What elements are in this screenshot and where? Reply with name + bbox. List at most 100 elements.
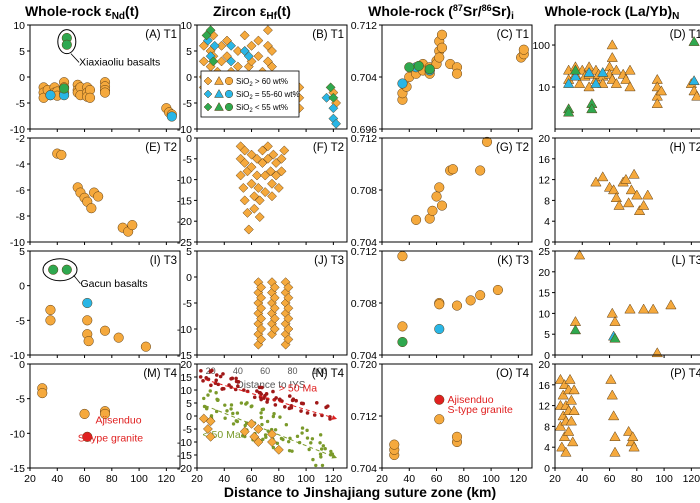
inset-dot-olive — [231, 422, 236, 426]
panel-label: (D) T1 — [670, 29, 700, 41]
y-tick-label: 12 — [538, 401, 550, 413]
inset-dot-olive — [321, 444, 326, 448]
data-point-orange — [276, 153, 287, 164]
data-point-orange — [397, 251, 408, 262]
inset-dot-red — [271, 389, 275, 394]
data-point-orange — [610, 192, 622, 202]
data-point-orange — [605, 373, 617, 384]
x-tick-label: 120 — [510, 473, 528, 485]
inset-dot-olive — [265, 419, 270, 424]
col-title-4: Whole-rock (La/Yb)N — [545, 3, 680, 22]
panel-label: (P) T4 — [670, 368, 700, 380]
y-tick-label: 0.708 — [351, 185, 377, 197]
x-tick-label: 20 — [191, 473, 203, 485]
data-point-orange — [451, 431, 463, 442]
y-tick-label: -4 — [16, 159, 25, 171]
panel-label: (O) T4 — [496, 368, 530, 380]
plot-frame — [196, 363, 348, 469]
y-tick-label: 0.712 — [351, 246, 377, 258]
inset-dot-red — [210, 368, 214, 373]
data-point-orange — [665, 299, 677, 310]
x-tick-label: 60 — [604, 473, 616, 485]
panel-label: (C) T1 — [497, 29, 529, 41]
data-point-blue — [166, 111, 177, 122]
inset-dot-red — [265, 400, 269, 404]
y-tick-label: -5 — [183, 154, 192, 166]
data-point-orange — [436, 42, 448, 53]
y-tick-label: 0 — [186, 133, 192, 145]
panel-C: 0.696 0.704 0.712 (C) T1 — [351, 20, 533, 136]
y-tick-label: 0 — [544, 463, 550, 475]
data-point-orange — [568, 384, 580, 395]
inset-dot-red — [259, 397, 263, 402]
y-tick-label: -10 — [10, 237, 25, 249]
y-tick-label: -5 — [16, 394, 25, 406]
plot-frame — [196, 24, 348, 130]
data-point-orange — [256, 324, 267, 334]
plot-frame — [554, 137, 700, 243]
data-point-orange — [37, 388, 48, 399]
data-point-orange — [140, 341, 151, 352]
data-point-blue — [328, 103, 339, 114]
data-point-green — [397, 336, 408, 348]
data-point-red — [82, 431, 93, 442]
plot-frame — [554, 24, 700, 130]
y-tick-label: 4 — [544, 442, 550, 454]
data-point-orange — [205, 416, 216, 427]
data-point-orange — [253, 437, 264, 447]
inset-dot-olive — [208, 389, 212, 393]
y-tick-label: -15 — [177, 450, 192, 462]
inset-dot-olive — [235, 411, 240, 415]
data-point-orange — [283, 292, 294, 303]
data-point-orange — [84, 92, 96, 103]
data-point-orange — [276, 166, 287, 177]
inset-dot-olive — [214, 409, 219, 414]
x-tick-label: 100 — [130, 473, 148, 485]
plot-frame — [554, 250, 700, 356]
data-point-orange — [606, 307, 618, 318]
panel-F: -25 -20 -15 -10 -5 0 (F) T2 — [177, 133, 348, 249]
data-point-orange — [554, 420, 567, 431]
y-tick-label: -5 — [183, 98, 192, 110]
data-point-orange — [436, 29, 448, 40]
data-point-orange — [427, 205, 438, 216]
panel-label: (H) T2 — [670, 142, 700, 154]
legend-triangle — [214, 75, 224, 85]
y-tick-label: 10 — [538, 82, 550, 94]
xiaxiaoliu-leader — [70, 53, 80, 63]
y-tick-label: 0 — [544, 350, 550, 362]
data-point-orange — [568, 405, 580, 415]
y-tick-label: 0.704 — [351, 463, 377, 475]
y-tick-label: 0.712 — [351, 411, 377, 423]
data-point-orange — [93, 191, 104, 202]
col-title-3: Whole-rock (87Sr/86Sr)i — [368, 3, 514, 22]
gacun-leader — [73, 275, 81, 284]
data-point-orange — [273, 182, 284, 193]
y-tick-label: 0.712 — [351, 133, 377, 145]
plot-frame — [29, 137, 181, 243]
inset-dot-red — [299, 401, 304, 406]
inset-dot-olive — [307, 447, 311, 452]
data-point-orange — [623, 197, 635, 208]
plot-frame — [381, 24, 533, 130]
y-tick-label: 8 — [544, 421, 550, 433]
data-point-orange — [205, 431, 216, 442]
data-point-orange — [238, 182, 249, 193]
inset-dot-olive — [259, 415, 263, 420]
inset-dot-olive — [318, 433, 323, 437]
data-point-blue — [397, 78, 408, 89]
y-tick-label: 0.704 — [351, 237, 377, 249]
data-point-orange — [609, 446, 621, 457]
y-tick-label: 10 — [13, 20, 25, 32]
data-point-orange — [620, 73, 632, 84]
inset-dot-red — [299, 409, 303, 413]
inset-dot-olive — [271, 445, 276, 450]
data-point-orange — [246, 149, 257, 160]
data-point-orange — [606, 389, 618, 400]
panel-P: 0 4 8 12 16 20 20 40 60 80 100 120 (P) T4 — [538, 359, 700, 485]
data-point-orange — [202, 424, 213, 434]
y-tick-label: -10 — [10, 124, 25, 136]
data-point-orange — [256, 282, 267, 293]
inset-dot-red — [236, 384, 240, 389]
data-point-red — [434, 394, 445, 405]
